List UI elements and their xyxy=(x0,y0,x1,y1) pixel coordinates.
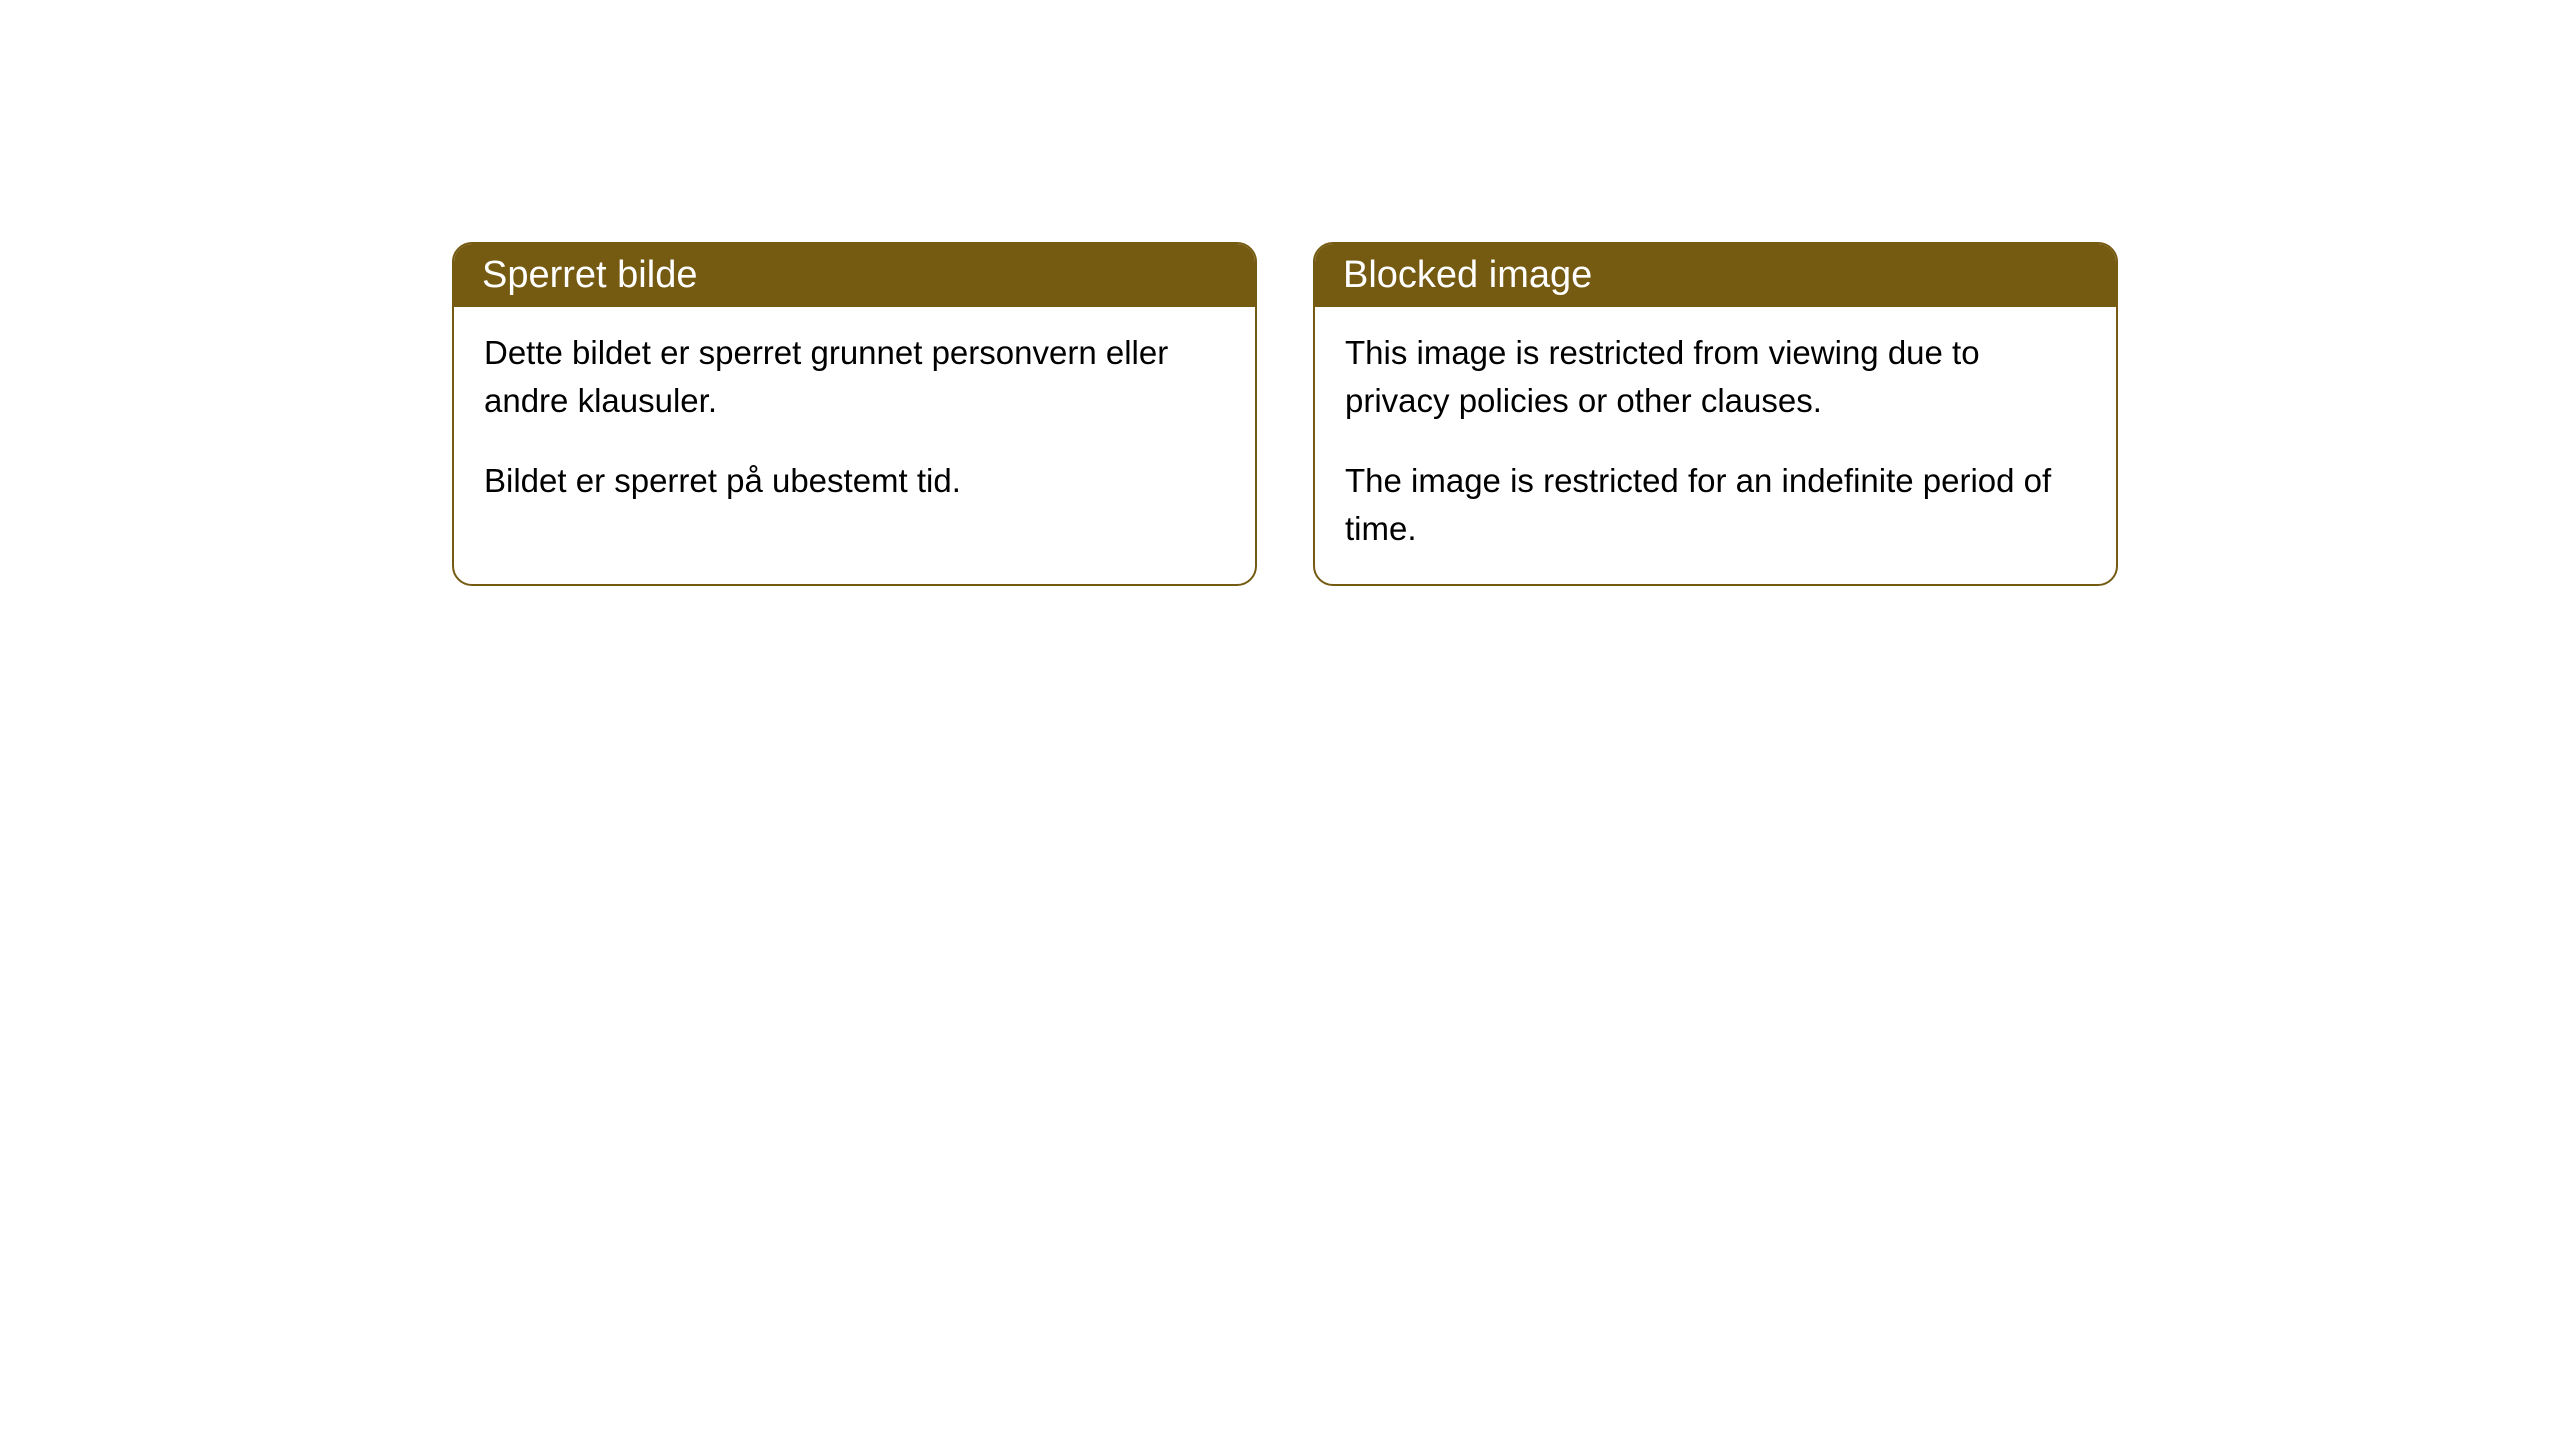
card-paragraph: Dette bildet er sperret grunnet personve… xyxy=(484,329,1225,425)
card-header: Sperret bilde xyxy=(454,244,1255,307)
card-title: Sperret bilde xyxy=(482,254,697,296)
card-paragraph: This image is restricted from viewing du… xyxy=(1345,329,2086,425)
card-body: Dette bildet er sperret grunnet personve… xyxy=(454,307,1255,537)
cards-container: Sperret bilde Dette bildet er sperret gr… xyxy=(452,242,2118,586)
card-body: This image is restricted from viewing du… xyxy=(1315,307,2116,584)
card-title: Blocked image xyxy=(1343,254,1592,296)
card-paragraph: The image is restricted for an indefinit… xyxy=(1345,457,2086,553)
blocked-image-card-en: Blocked image This image is restricted f… xyxy=(1313,242,2118,586)
card-header: Blocked image xyxy=(1315,244,2116,307)
blocked-image-card-no: Sperret bilde Dette bildet er sperret gr… xyxy=(452,242,1257,586)
card-paragraph: Bildet er sperret på ubestemt tid. xyxy=(484,457,1225,505)
